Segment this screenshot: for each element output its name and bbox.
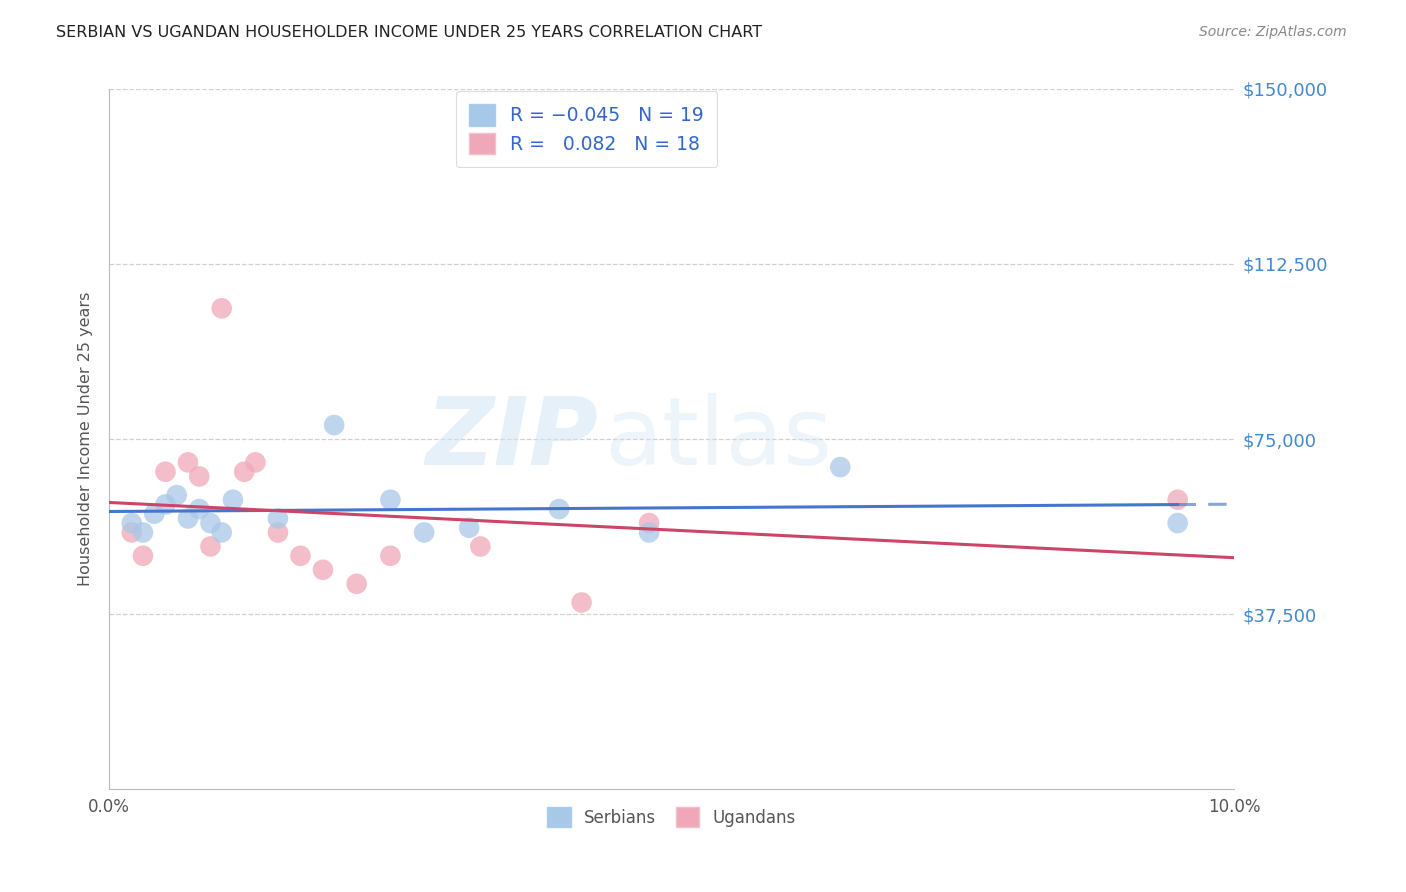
Point	[121, 525, 143, 540]
Point	[290, 549, 312, 563]
Point	[1167, 516, 1189, 530]
Point	[222, 492, 245, 507]
Point	[548, 502, 571, 516]
Text: Source: ZipAtlas.com: Source: ZipAtlas.com	[1199, 25, 1347, 39]
Point	[211, 301, 233, 316]
Point	[166, 488, 188, 502]
Point	[346, 576, 368, 591]
Point	[638, 516, 661, 530]
Point	[380, 549, 402, 563]
Point	[413, 525, 436, 540]
Point	[155, 497, 177, 511]
Point	[188, 502, 211, 516]
Point	[211, 525, 233, 540]
Point	[830, 460, 852, 475]
Point	[638, 525, 661, 540]
Point	[132, 549, 155, 563]
Point	[1167, 492, 1189, 507]
Point	[267, 525, 290, 540]
Legend: Serbians, Ugandans: Serbians, Ugandans	[540, 801, 803, 833]
Text: ZIP: ZIP	[426, 393, 599, 485]
Point	[177, 455, 200, 469]
Text: SERBIAN VS UGANDAN HOUSEHOLDER INCOME UNDER 25 YEARS CORRELATION CHART: SERBIAN VS UGANDAN HOUSEHOLDER INCOME UN…	[56, 25, 762, 40]
Point	[312, 563, 335, 577]
Point	[143, 507, 166, 521]
Point	[132, 525, 155, 540]
Point	[233, 465, 256, 479]
Point	[200, 516, 222, 530]
Point	[380, 492, 402, 507]
Point	[200, 540, 222, 554]
Text: atlas: atlas	[605, 393, 832, 485]
Point	[121, 516, 143, 530]
Point	[323, 418, 346, 433]
Point	[571, 595, 593, 609]
Point	[267, 511, 290, 525]
Y-axis label: Householder Income Under 25 years: Householder Income Under 25 years	[79, 292, 93, 586]
Point	[188, 469, 211, 483]
Point	[458, 521, 481, 535]
Point	[155, 465, 177, 479]
Point	[245, 455, 267, 469]
Point	[177, 511, 200, 525]
Point	[470, 540, 492, 554]
